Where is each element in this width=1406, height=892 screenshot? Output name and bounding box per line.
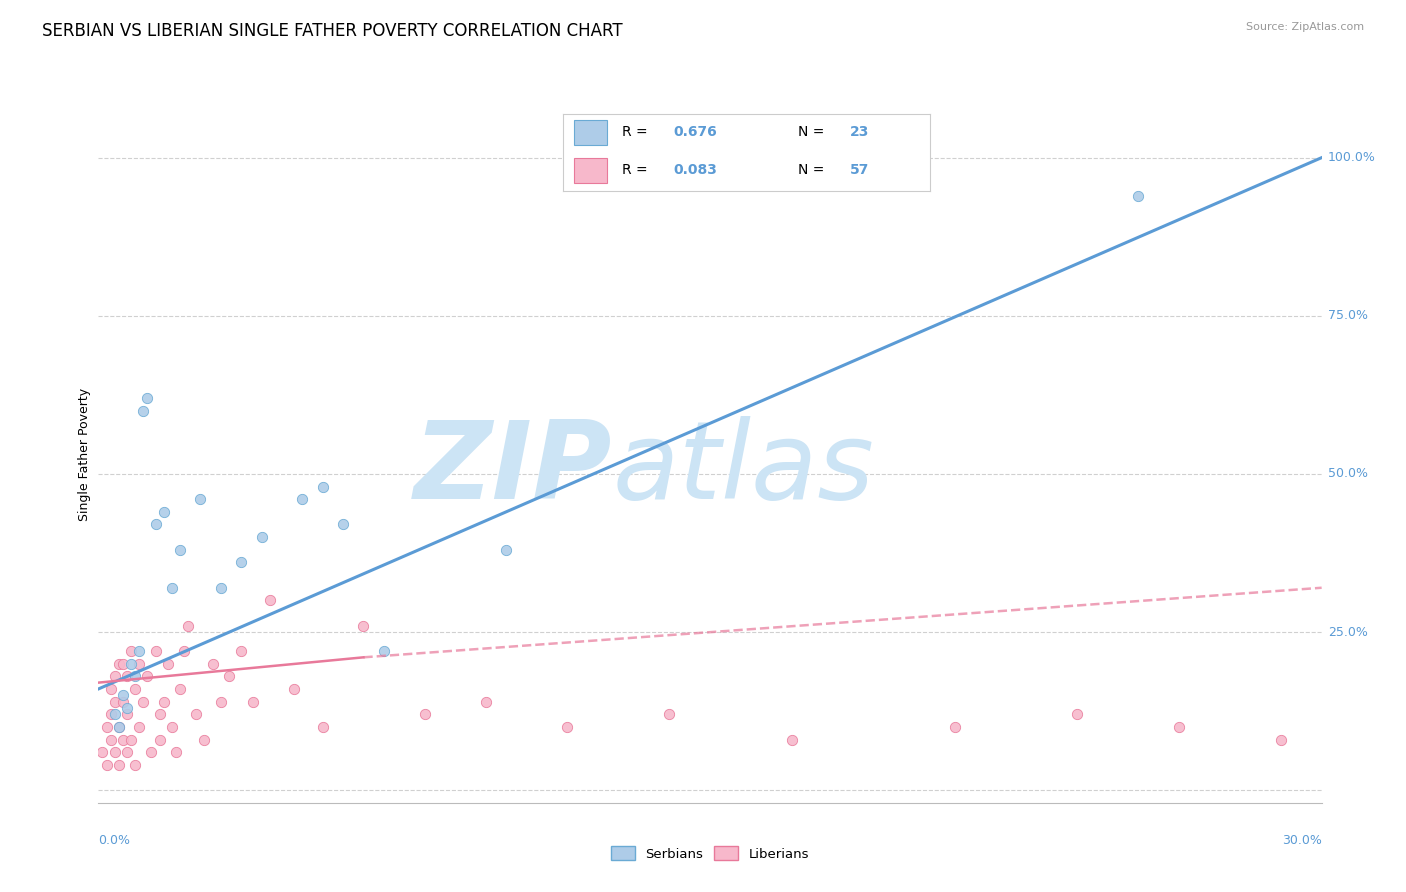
Point (193, 732, 215, 747)
Point (111, 732, 134, 747)
Point (352, 618, 374, 632)
Point (209, 695, 232, 709)
Point (156, 657, 179, 671)
Point (128, 644, 150, 658)
Point (1167, 720, 1189, 734)
Point (100, 707, 122, 722)
Point (209, 581, 232, 595)
Point (231, 644, 253, 658)
Point (115, 707, 138, 722)
Point (250, 530, 273, 544)
Point (149, 707, 172, 722)
Point (108, 757, 131, 772)
Text: 100.0%: 100.0% (1327, 151, 1375, 164)
Point (141, 745, 163, 759)
Point (104, 695, 127, 709)
Text: ZIP: ZIP (413, 416, 612, 522)
Point (128, 720, 150, 734)
Point (160, 720, 183, 734)
Point (115, 745, 138, 759)
Point (104, 707, 127, 722)
Point (108, 720, 131, 734)
Text: 25.0%: 25.0% (1327, 625, 1368, 639)
Point (145, 644, 167, 658)
Point (96, 757, 118, 772)
Point (124, 757, 146, 772)
Point (108, 720, 131, 734)
Text: Source: ZipAtlas.com: Source: ZipAtlas.com (1246, 22, 1364, 32)
Point (658, 707, 681, 722)
Point (149, 732, 172, 747)
Point (169, 681, 191, 696)
Point (136, 391, 159, 405)
Text: 30.0%: 30.0% (1282, 834, 1322, 847)
Point (231, 556, 253, 570)
Point (120, 644, 142, 658)
Point (1128, 188, 1150, 202)
Point (120, 732, 142, 747)
Point (173, 644, 195, 658)
Point (242, 695, 264, 709)
Point (128, 657, 150, 671)
Point (165, 745, 187, 759)
Point (145, 517, 167, 532)
Point (111, 695, 134, 709)
Point (312, 720, 335, 734)
Point (152, 695, 174, 709)
Point (136, 669, 159, 683)
Point (91, 745, 114, 759)
Text: 75.0%: 75.0% (1327, 310, 1368, 322)
Point (555, 720, 579, 734)
Point (160, 581, 183, 595)
Point (495, 542, 517, 557)
Point (132, 403, 155, 417)
Point (291, 492, 314, 507)
Point (96, 720, 118, 734)
Point (104, 669, 127, 683)
Point (124, 681, 146, 696)
Point (111, 657, 134, 671)
Point (312, 479, 335, 493)
Legend: Serbians, Liberians: Serbians, Liberians (606, 841, 814, 866)
Point (332, 517, 354, 532)
Text: 50.0%: 50.0% (1327, 467, 1368, 481)
Point (120, 657, 142, 671)
Point (108, 657, 131, 671)
Point (104, 745, 127, 759)
Point (943, 720, 966, 734)
Point (1066, 707, 1088, 722)
Point (188, 492, 212, 507)
Point (152, 505, 174, 519)
Text: 0.0%: 0.0% (98, 834, 131, 847)
Point (124, 669, 146, 683)
Text: atlas: atlas (612, 417, 875, 521)
Point (111, 688, 134, 702)
Point (186, 707, 208, 722)
Point (413, 707, 436, 722)
Point (115, 669, 138, 683)
Point (259, 593, 281, 607)
Point (283, 681, 305, 696)
Point (115, 701, 138, 715)
Point (177, 618, 200, 632)
Point (132, 695, 155, 709)
Point (780, 732, 803, 747)
Point (373, 644, 395, 658)
Point (218, 669, 240, 683)
Point (100, 681, 122, 696)
Text: SERBIAN VS LIBERIAN SINGLE FATHER POVERTY CORRELATION CHART: SERBIAN VS LIBERIAN SINGLE FATHER POVERT… (42, 22, 623, 40)
Point (474, 695, 498, 709)
Y-axis label: Single Father Poverty: Single Father Poverty (79, 388, 91, 522)
Point (201, 657, 224, 671)
Point (100, 732, 122, 747)
Point (169, 542, 191, 557)
Point (1270, 732, 1292, 747)
